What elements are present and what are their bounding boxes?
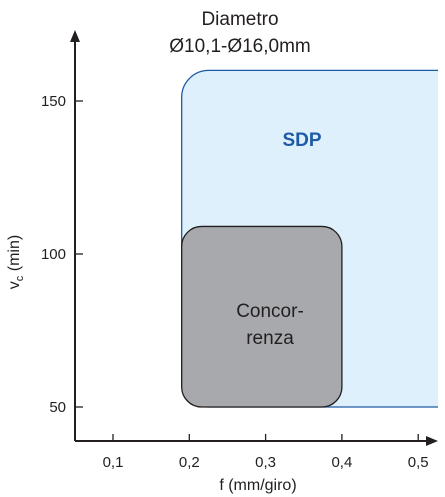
y-axis-label-unit: (min)	[6, 235, 23, 276]
x-axis-label: f (mm/giro)	[219, 477, 296, 494]
chart-title-line-1: Diametro	[201, 9, 279, 30]
y-axis-label-main: v	[6, 281, 23, 289]
region-label-sdp: SDP	[282, 130, 321, 151]
region-label-concorrenza-line-1: Concor-	[236, 301, 304, 322]
x-tick-label-0: 0,1	[103, 454, 124, 471]
x-axis-arrow	[426, 436, 438, 446]
y-axis-arrow	[70, 30, 80, 42]
x-tick-label-4: 0,5	[408, 454, 429, 471]
y-tick-label-1: 100	[41, 246, 66, 263]
y-axis-label-subscript: c	[14, 275, 26, 281]
region-concorrenza	[181, 225, 343, 408]
y-tick-label-2: 150	[41, 93, 66, 110]
region-label-concorrenza-line-2: renza	[246, 328, 294, 349]
chart-title-line-2: Ø10,1-Ø16,0mm	[169, 36, 311, 57]
y-tick-label-0: 50	[49, 399, 66, 416]
x-tick-label-2: 0,3	[255, 454, 276, 471]
y-axis-label: vc (min)	[6, 235, 26, 289]
x-tick-label-3: 0,4	[331, 454, 352, 471]
x-tick-label-1: 0,2	[179, 454, 200, 471]
